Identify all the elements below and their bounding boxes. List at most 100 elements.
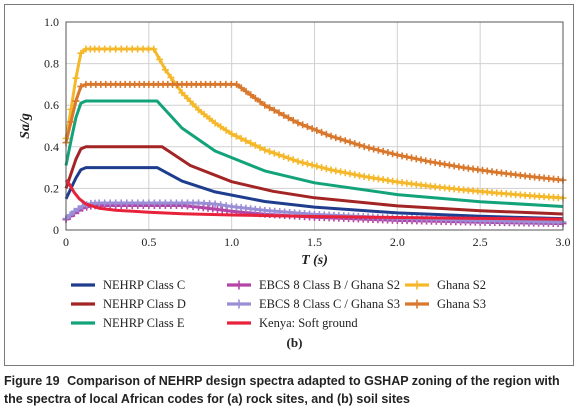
- data-point: [280, 111, 288, 119]
- series-ghana-s2: [62, 45, 567, 202]
- data-point: [189, 100, 197, 108]
- x-tick-label: 3.0: [556, 235, 571, 249]
- data-point: [337, 168, 345, 176]
- data-point: [247, 91, 255, 99]
- data-point: [211, 200, 219, 208]
- data-point: [275, 109, 283, 117]
- legend-label: NEHRP Class E: [103, 316, 185, 330]
- data-point: [299, 159, 307, 167]
- data-point: [365, 144, 373, 152]
- legend-label: NEHRP Class C: [103, 278, 185, 292]
- legend-label: EBCS 8 Class B / Ghana S2: [259, 278, 400, 292]
- legend-entry-nehrp-class-e: NEHRP Class E: [71, 316, 185, 330]
- data-point: [341, 169, 349, 177]
- series-layer: [62, 45, 567, 228]
- data-point: [374, 146, 382, 154]
- data-point: [242, 87, 250, 95]
- data-point: [256, 98, 264, 106]
- data-point: [393, 151, 401, 159]
- data-point: [70, 207, 78, 215]
- x-tick-label: 1.0: [224, 235, 239, 249]
- data-point: [280, 152, 288, 160]
- data-point: [289, 156, 297, 164]
- figure-label: Figure 19: [4, 374, 60, 388]
- data-point: [313, 162, 321, 170]
- series-ebcs-8-class-c-ghana-s3: [62, 199, 567, 226]
- legend-marker: [234, 280, 244, 290]
- data-point: [299, 121, 307, 129]
- data-point: [450, 162, 458, 170]
- data-point: [389, 150, 397, 158]
- caption-text: Comparison of NEHRP design spectra adapt…: [4, 374, 560, 406]
- series-ghana-s3: [62, 80, 567, 184]
- data-point: [379, 147, 387, 155]
- plot-border: [65, 21, 564, 231]
- data-point: [242, 137, 250, 145]
- legend-marker: [412, 280, 422, 290]
- y-tick-label: 0.8: [44, 57, 59, 71]
- legend-label: Ghana S2: [437, 278, 486, 292]
- data-point: [318, 128, 326, 136]
- series-line: [64, 166, 564, 221]
- data-point: [251, 94, 259, 102]
- data-point: [303, 123, 311, 131]
- data-point: [67, 118, 75, 126]
- data-point: [206, 115, 214, 123]
- y-tick-label: 0.4: [44, 140, 59, 154]
- data-point: [217, 201, 225, 209]
- data-point: [422, 157, 430, 165]
- data-point: [308, 125, 316, 133]
- data-point: [337, 135, 345, 143]
- data-point: [183, 94, 191, 102]
- data-point: [222, 126, 230, 134]
- data-point: [441, 160, 449, 168]
- series-nehrp-class-d: [64, 145, 564, 216]
- data-point: [332, 134, 340, 142]
- y-tick-label: 1.0: [44, 15, 59, 29]
- legend-entry-nehrp-class-d: NEHRP Class D: [71, 297, 186, 311]
- data-point: [294, 119, 302, 127]
- x-tick-label: 0: [63, 235, 69, 249]
- x-tick-label: 2.5: [473, 235, 488, 249]
- data-point: [289, 116, 297, 124]
- data-point: [261, 146, 269, 154]
- data-point: [426, 158, 434, 166]
- series-nehrp-class-e: [64, 99, 564, 208]
- data-point: [455, 163, 463, 171]
- data-point: [72, 74, 80, 82]
- y-axis-ticks: 0 0.2 0.4 0.6 0.8 1.0: [44, 15, 59, 237]
- series-line: [64, 145, 564, 216]
- legend-entry-ghana-s3: Ghana S3: [405, 297, 486, 311]
- data-point: [355, 172, 363, 180]
- legend-entry-ebcs-8-class-c-ghana-s3: EBCS 8 Class C / Ghana S3: [227, 297, 400, 311]
- y-tick-label: 0.2: [44, 181, 59, 195]
- data-point: [217, 123, 225, 131]
- data-point: [360, 143, 368, 151]
- data-point: [445, 161, 453, 169]
- data-point: [79, 202, 87, 210]
- data-point: [247, 139, 255, 147]
- data-point: [270, 149, 278, 157]
- data-point: [161, 66, 169, 74]
- legend-entry-kenya-soft-ground: Kenya: Soft ground: [227, 316, 358, 330]
- figure-caption: Figure 19 Comparison of NEHRP design spe…: [4, 372, 576, 408]
- series-line: [64, 179, 564, 221]
- chart: 0 0.2 0.4 0.6 0.8 1.0 0 0.5 1.0 1.5 2.0 2.5 3.0 Sa/…: [18, 15, 571, 350]
- series-nehrp-class-c: [64, 166, 564, 221]
- data-point: [237, 84, 245, 92]
- data-point: [256, 144, 264, 152]
- legend-label: EBCS 8 Class C / Ghana S3: [259, 297, 400, 311]
- data-point: [167, 73, 175, 81]
- data-point: [77, 49, 85, 57]
- x-axis-label: T (s): [301, 253, 328, 268]
- x-tick-label: 1.5: [307, 235, 322, 249]
- data-point: [233, 80, 241, 88]
- legend: NEHRP Class C NEHRP Class D NEHRP Class E E…: [71, 278, 486, 330]
- data-point: [398, 152, 406, 160]
- data-point: [412, 155, 420, 163]
- data-point: [431, 159, 439, 167]
- x-tick-label: 0.5: [141, 235, 156, 249]
- series-kenya-soft-ground: [64, 179, 564, 221]
- data-point: [384, 149, 392, 157]
- data-point: [200, 110, 208, 118]
